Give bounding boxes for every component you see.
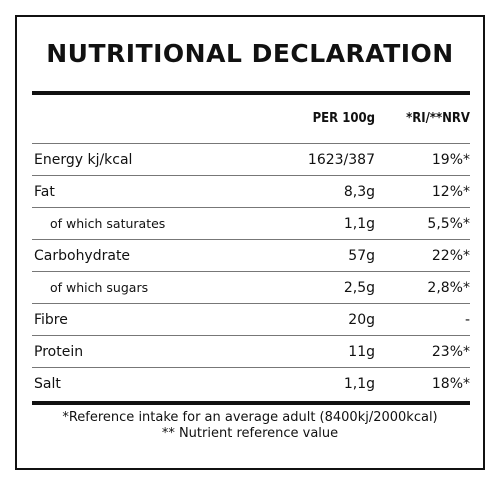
nutrient-name: Energy kj/kcal (34, 152, 133, 168)
nutrient-name: Protein (34, 344, 84, 360)
per-100g-value: 57g (348, 248, 375, 264)
per-100g-value: 20g (348, 312, 375, 328)
nutrient-name: of which saturates (50, 216, 166, 231)
ri-value: 2,8%* (427, 280, 470, 296)
table-row: Fibre 20g - (32, 304, 470, 336)
table-row: Carbohydrate 57g 22%* (32, 240, 470, 272)
table-header: PER 100g *RI/**NRV (32, 97, 470, 144)
per-100g-value: 1,1g (343, 216, 375, 232)
table-row: of which sugars 2,5g 2,8%* (32, 272, 470, 304)
table-row: Fat 8,3g 12%* (32, 176, 470, 208)
ri-value: 23%* (431, 344, 470, 360)
column-header-per-100g: PER 100g (312, 111, 375, 126)
ri-value: 12%* (431, 184, 470, 200)
nutrient-table: Energy kj/kcal 1623/387 19%* Fat 8,3g 12… (32, 144, 470, 400)
per-100g-value: 11g (348, 344, 375, 360)
bottom-divider (32, 401, 470, 405)
ri-value: 22%* (431, 248, 470, 264)
ri-value: - (464, 312, 470, 328)
nutrient-name: Carbohydrate (34, 248, 131, 264)
nutrient-name: Fibre (34, 312, 68, 328)
per-100g-value: 2,5g (343, 280, 375, 296)
footnotes: *Reference intake for an average adult (… (17, 410, 483, 442)
footnote-nutrient-reference: ** Nutrient reference value (161, 426, 339, 441)
nutrition-label: NUTRITIONAL DECLARATION PER 100g *RI/**N… (15, 15, 485, 470)
ri-value: 18%* (431, 376, 470, 392)
table-row: Protein 11g 23%* (32, 336, 470, 368)
per-100g-value: 1623/387 (307, 152, 375, 168)
ri-value: 5,5%* (427, 216, 470, 232)
nutrient-name: Fat (34, 184, 55, 200)
nutrient-name: Salt (34, 376, 61, 392)
table-row: of which saturates 1,1g 5,5%* (32, 208, 470, 240)
top-divider (32, 91, 470, 95)
table-row: Salt 1,1g 18%* (32, 368, 470, 400)
nutrient-name: of which sugars (50, 280, 149, 295)
table-row: Energy kj/kcal 1623/387 19%* (32, 144, 470, 176)
column-header-ri-nrv: *RI/**NRV (406, 111, 470, 126)
label-title: NUTRITIONAL DECLARATION (46, 39, 454, 68)
ri-value: 19%* (431, 152, 470, 168)
footnote-reference-intake: *Reference intake for an average adult (… (62, 410, 438, 425)
per-100g-value: 8,3g (343, 184, 375, 200)
per-100g-value: 1,1g (343, 376, 375, 392)
